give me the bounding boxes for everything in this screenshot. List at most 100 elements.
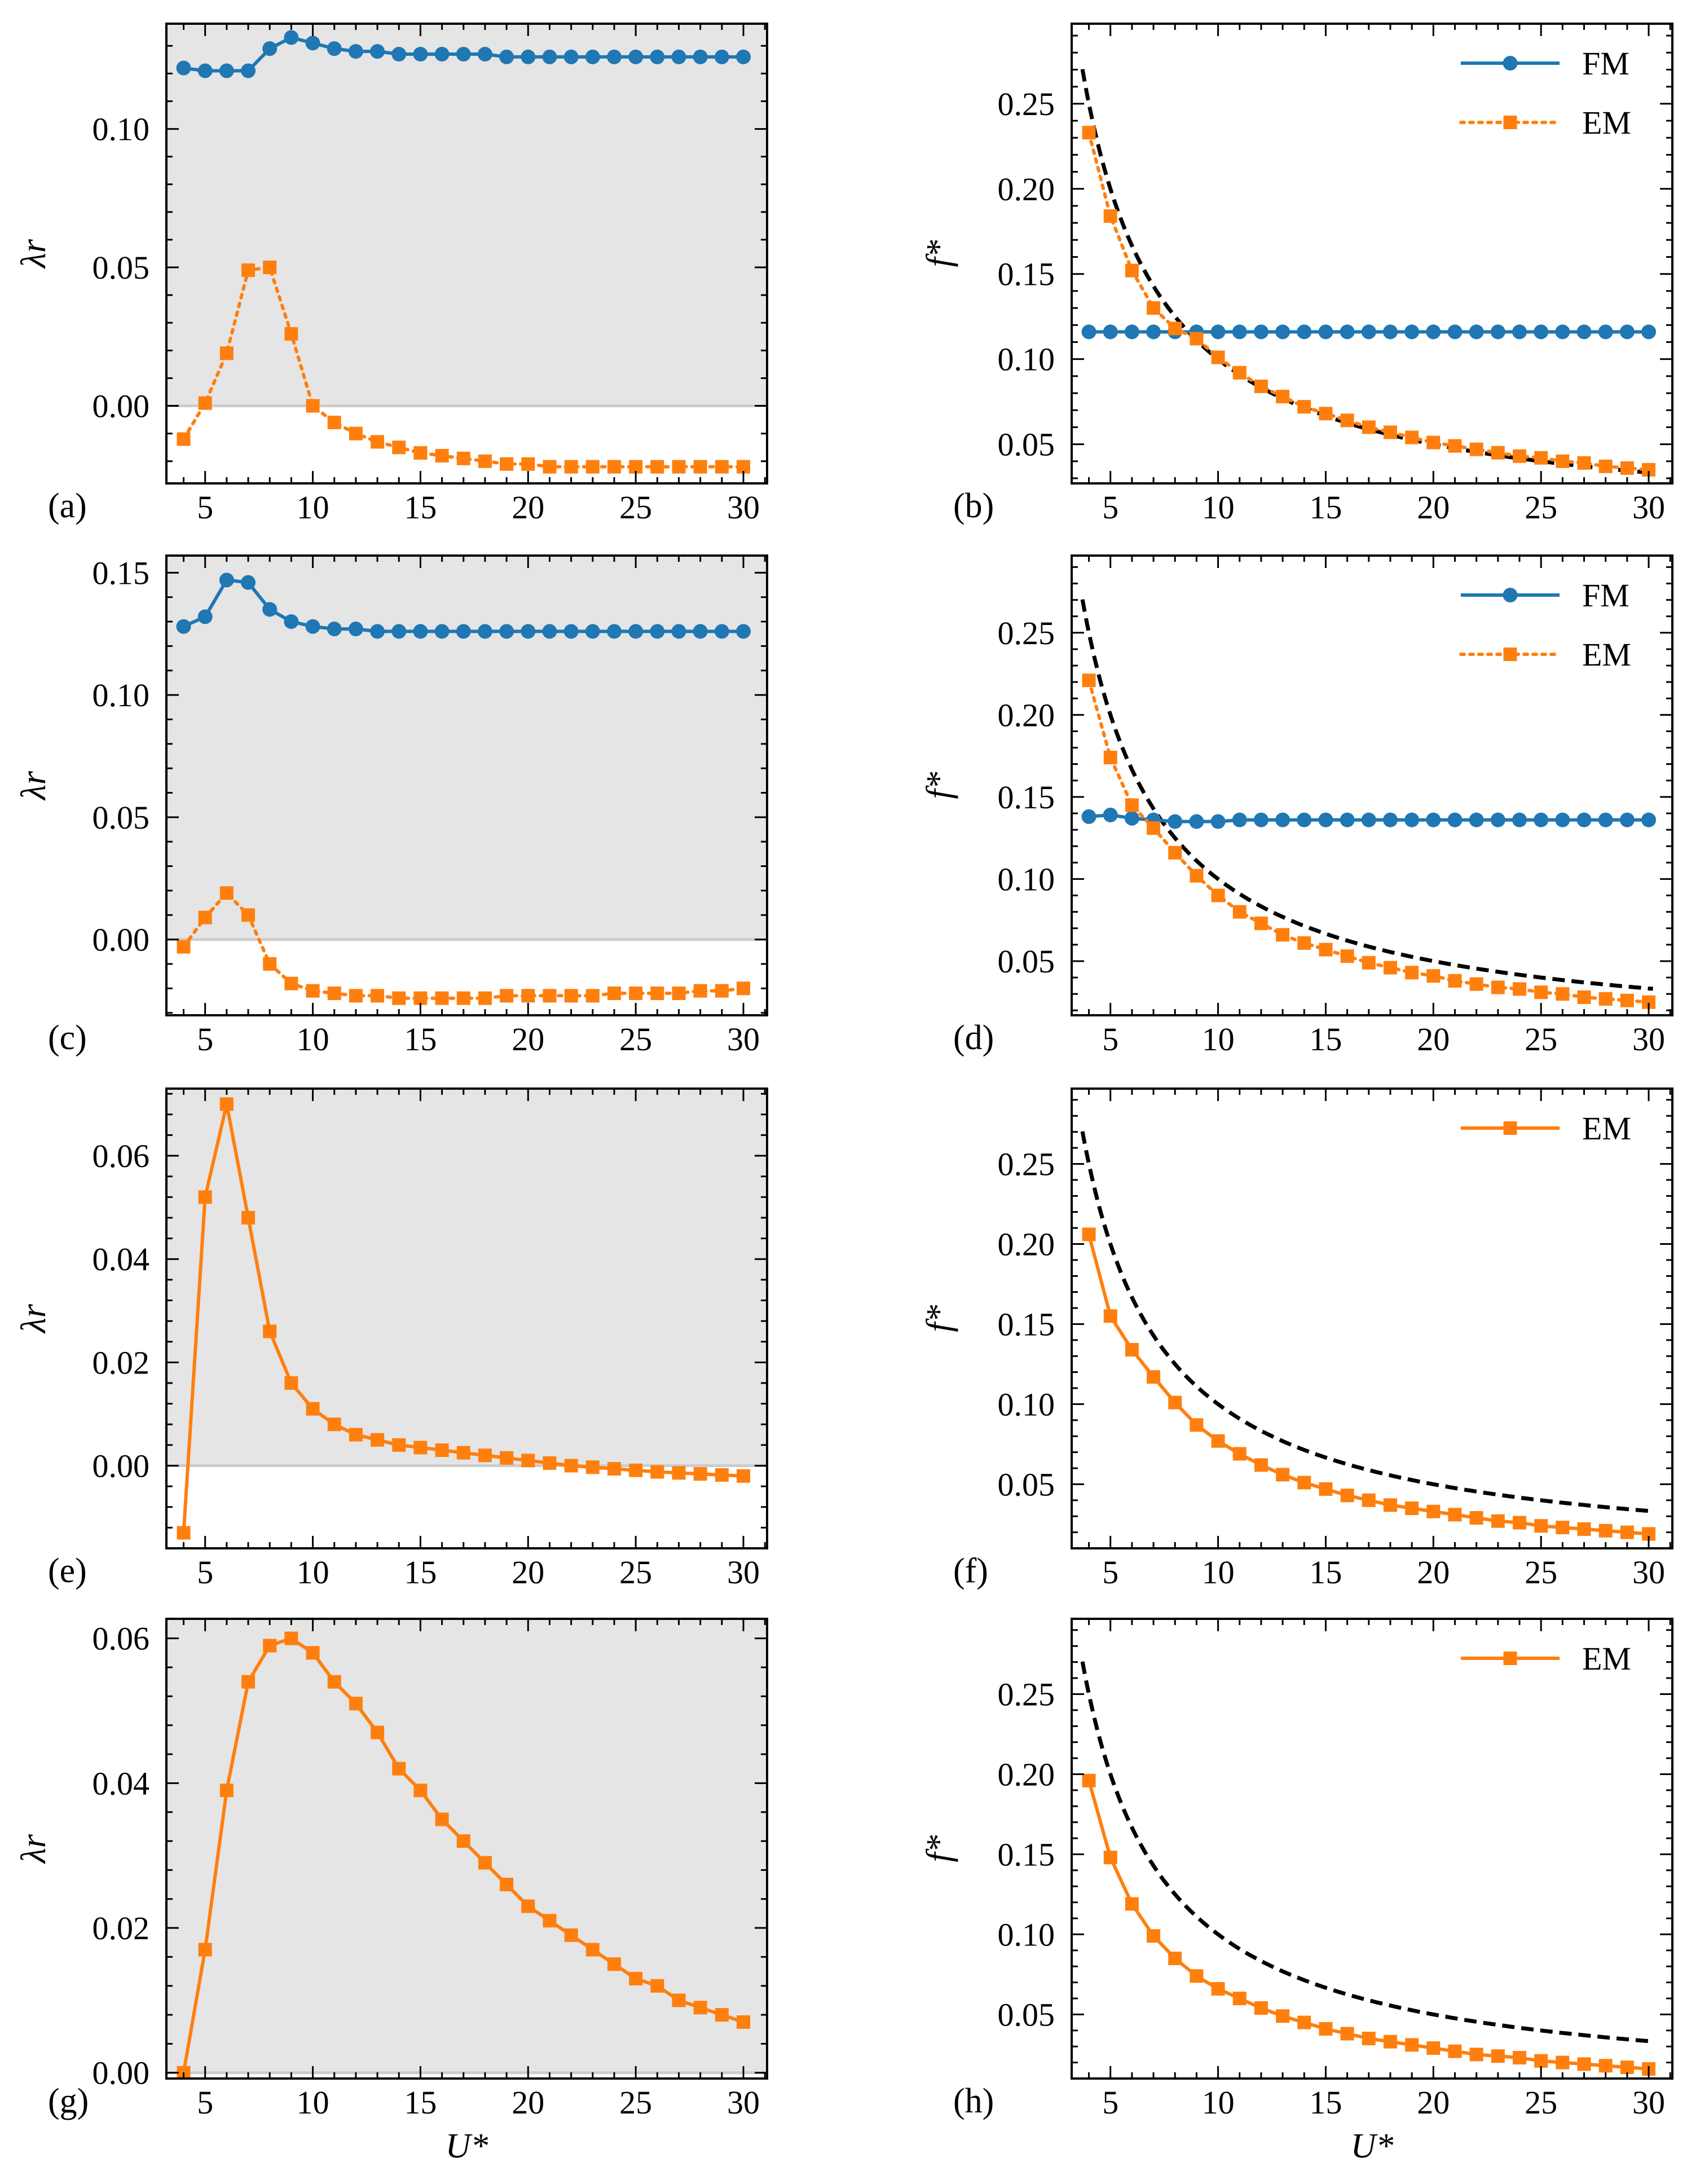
data-point-em (1448, 439, 1462, 453)
data-point-em (1383, 425, 1397, 439)
data-point-fm (327, 622, 342, 637)
y-axis-label: λr (15, 1304, 53, 1334)
y-tick-label: 0.05 (998, 1996, 1055, 2033)
x-tick-label: 5 (1102, 489, 1118, 526)
reference-curve-dashed (1080, 1661, 1653, 2044)
data-point-em (693, 984, 707, 998)
legend-marker-fm (1503, 588, 1518, 602)
data-point-fm (1641, 812, 1657, 827)
data-point-fm (585, 624, 600, 639)
panel-b: 5 10 15 20 25 30 0.05 0.10 0.15 0.20 0.25 f* (b) FM EM (920, 23, 1673, 526)
data-point-fm (1555, 812, 1570, 827)
data-point-em (1276, 390, 1290, 404)
data-point-em (1082, 673, 1096, 688)
panel-label: (g) (48, 2082, 89, 2120)
data-point-fm (1469, 324, 1484, 340)
data-point-em (219, 1097, 234, 1111)
y-tick-label: 0.15 (93, 554, 150, 591)
x-tick-label: 30 (727, 1021, 760, 1058)
data-point-em (1276, 1468, 1290, 1482)
data-point-em (1362, 420, 1376, 434)
y-axis-label: f* (920, 1305, 958, 1332)
x-tick-label: 30 (727, 489, 760, 526)
x-tick-label: 10 (297, 1021, 329, 1058)
data-point-em (1426, 969, 1441, 983)
plot-frame (165, 23, 768, 485)
data-point-em (650, 460, 664, 474)
data-point-em (672, 1466, 686, 1480)
data-point-em (413, 446, 428, 460)
data-point-em (607, 460, 621, 474)
y-tick-label: 0.25 (998, 1676, 1055, 1712)
data-point-em (1082, 1227, 1096, 1241)
x-tick-label: 15 (404, 1021, 437, 1058)
data-point-em (306, 1646, 320, 1660)
data-point-em (1082, 126, 1096, 140)
data-point-em (435, 991, 449, 1005)
y-tick-label: 0.05 (998, 1466, 1055, 1503)
data-point-fm (262, 41, 278, 56)
data-point-em (177, 1526, 191, 1540)
data-point-fm (563, 49, 579, 64)
legend-label-em: EM (1582, 636, 1631, 673)
data-point-em (1577, 456, 1591, 470)
data-point-em (672, 460, 686, 474)
data-point-em (478, 454, 492, 468)
data-point-fm (650, 624, 665, 639)
data-point-em (500, 457, 514, 471)
data-point-em (349, 989, 363, 1003)
legend-marker-fm (1503, 56, 1518, 71)
data-point-em (1469, 1511, 1483, 1525)
data-point-em (1577, 2057, 1591, 2071)
data-point-fm (370, 44, 385, 59)
data-point-em (371, 1433, 385, 1447)
data-point-em (1147, 1370, 1161, 1384)
data-point-fm (1447, 812, 1463, 827)
data-point-em (672, 986, 686, 1000)
data-point-em (456, 991, 470, 1005)
data-point-fm (1512, 324, 1527, 340)
legend: EM (1461, 1110, 1631, 1147)
data-point-em (585, 460, 600, 474)
plot-frame (165, 1618, 768, 2080)
y-tick-label: 0.20 (998, 1226, 1055, 1262)
panel-label: (b) (953, 487, 994, 525)
data-point-em (1168, 322, 1182, 336)
data-point-fm (628, 624, 644, 639)
x-tick-label: 30 (727, 2084, 760, 2121)
y-tick-label: 0.05 (93, 799, 150, 836)
data-point-em (1211, 350, 1225, 364)
data-point-em (306, 984, 320, 998)
data-point-em (1383, 961, 1397, 975)
series-line-em (1087, 1780, 1649, 2071)
x-tick-label: 15 (404, 2084, 437, 2121)
data-point-em (327, 415, 341, 429)
y-tick-label: 0.05 (998, 426, 1055, 463)
x-tick-label: 20 (1417, 1554, 1450, 1591)
data-point-fm (1598, 812, 1613, 827)
y-tick-label: 0.15 (998, 256, 1055, 293)
data-point-em (1556, 454, 1570, 468)
data-point-fm (499, 49, 514, 64)
y-tick-label: 0.02 (93, 1344, 150, 1381)
data-point-fm (714, 624, 729, 639)
x-tick-label: 30 (1632, 1554, 1665, 1591)
data-point-em (1362, 1493, 1376, 1507)
data-point-em (1147, 301, 1161, 315)
data-point-em (1211, 1982, 1225, 1996)
data-point-em (241, 1210, 256, 1225)
data-point-fm (1361, 812, 1376, 827)
data-point-em (371, 435, 385, 449)
reference-curve-dashed (1080, 69, 1653, 475)
data-point-em (327, 1417, 341, 1432)
x-tick-label: 10 (1202, 489, 1235, 526)
data-point-fm (197, 63, 213, 78)
data-point-em (306, 1402, 320, 1416)
data-point-em (1534, 985, 1548, 999)
data-point-em (1340, 1489, 1354, 1503)
panel-label: (c) (48, 1019, 87, 1057)
data-point-em (1491, 2049, 1505, 2063)
data-point-em (1512, 982, 1526, 996)
data-point-em (1512, 1516, 1526, 1530)
data-point-em (1232, 1447, 1247, 1461)
